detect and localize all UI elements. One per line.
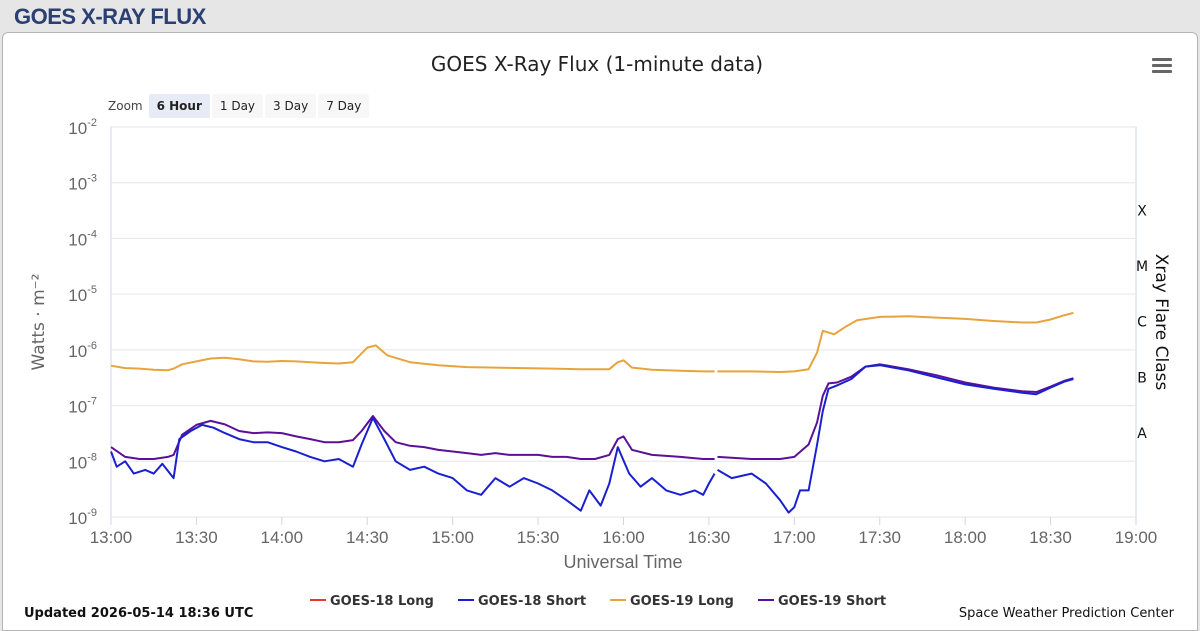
x-tick-label: 13:30	[175, 528, 218, 547]
y-tick-label: 10-8	[68, 451, 97, 472]
x-tick-label: 14:00	[261, 528, 304, 547]
y-tick-label: 10-3	[68, 173, 97, 194]
zoom-3-day-button[interactable]: 3 Day	[265, 94, 317, 118]
chart-menu-button[interactable]	[1148, 55, 1176, 77]
x-tick-label: 16:30	[688, 528, 731, 547]
page-header: GOES X-RAY FLUX	[0, 0, 1200, 32]
y2-axis-label: Xray Flare Class	[1151, 254, 1171, 391]
x-tick-label: 17:00	[773, 528, 816, 547]
x-tick-label: 18:30	[1029, 528, 1072, 547]
x-tick-label: 14:30	[346, 528, 389, 547]
x-tick-label: 18:00	[944, 528, 987, 547]
series-line-goes-18-short	[110, 364, 1074, 514]
series-line-goes-19-long	[110, 311, 1074, 373]
hamburger-line	[1152, 64, 1172, 67]
zoom-7-day-button[interactable]: 7 Day	[318, 94, 370, 118]
x-tick-label: 15:00	[431, 528, 474, 547]
y-tick-label: 10-7	[68, 396, 97, 417]
x-tick-label: 17:30	[858, 528, 901, 547]
flare-class-label: M	[1136, 259, 1148, 275]
y-tick-label: 10-4	[68, 228, 97, 249]
hamburger-line	[1152, 70, 1172, 73]
legend-item-label: GOES-18 Long	[330, 594, 434, 609]
legend-item-label: GOES-19 Long	[630, 594, 734, 609]
hamburger-menu-icon	[1152, 58, 1172, 61]
legend-item-label: GOES-18 Short	[478, 594, 586, 609]
flare-class-label: B	[1137, 370, 1147, 386]
chart-title: GOES X-Ray Flux (1-minute data)	[431, 52, 763, 76]
chart-panel	[2, 32, 1198, 631]
zoom-1-day-button[interactable]: 1 Day	[211, 94, 264, 118]
zoom-label: Zoom	[108, 99, 143, 113]
x-tick-label: 15:30	[517, 528, 560, 547]
y-tick-label: 10-5	[68, 284, 97, 305]
flare-class-label: A	[1137, 426, 1147, 442]
flare-class-label: X	[1137, 203, 1147, 219]
zoom-bar: Zoom 6 Hour 1 Day 3 Day 7 Day	[108, 93, 371, 119]
y-tick-label: 10-2	[68, 117, 97, 138]
x-tick-label: 19:00	[1115, 528, 1158, 547]
y-tick-label: 10-9	[68, 507, 97, 528]
y-axis-label: Watts · m⁻²	[29, 274, 49, 371]
x-tick-label: 13:00	[90, 528, 133, 547]
series-line-goes-19-short	[110, 363, 1074, 460]
y-tick-label: 10-6	[68, 340, 97, 361]
legend-item-label: GOES-19 Short	[778, 594, 886, 609]
flare-class-label: C	[1137, 315, 1147, 331]
x-tick-label: 16:00	[602, 528, 645, 547]
page-header-title: GOES X-RAY FLUX	[14, 4, 206, 29]
credit-text: Space Weather Prediction Center	[958, 606, 1174, 621]
zoom-6-hour-button[interactable]: 6 Hour	[148, 94, 210, 118]
updated-timestamp: Updated 2026-05-14 18:36 UTC	[24, 606, 254, 621]
x-axis-label: Universal Time	[563, 552, 682, 572]
